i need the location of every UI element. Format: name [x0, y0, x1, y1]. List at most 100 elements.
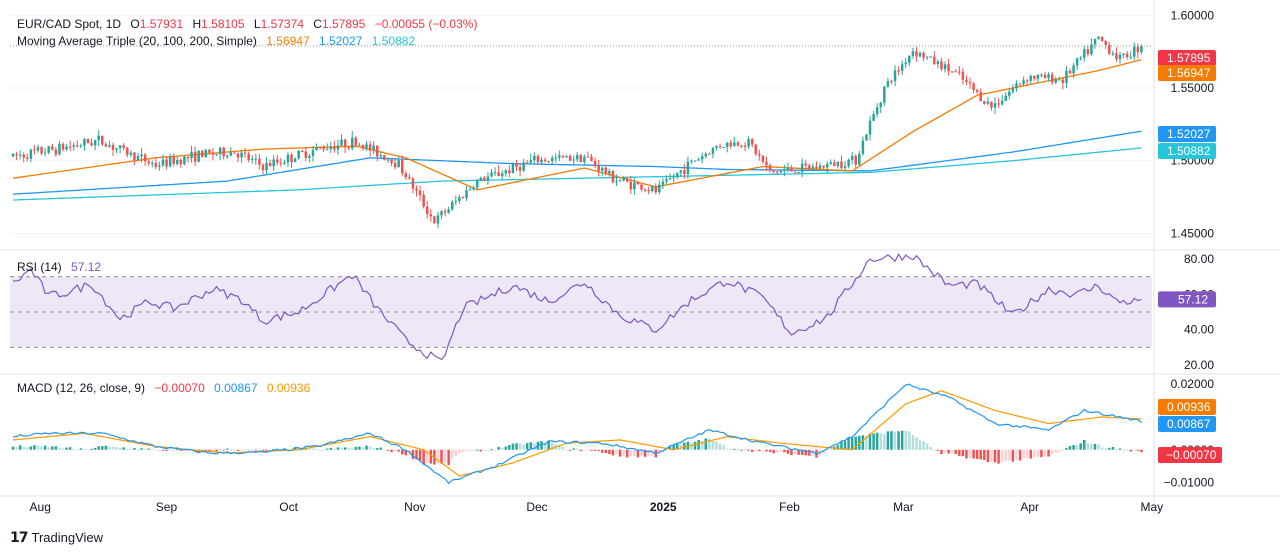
- candle-body: [286, 154, 290, 163]
- macd-hist-bar: [422, 449, 425, 465]
- macd-hist-bar: [226, 448, 229, 450]
- candle-body: [40, 147, 43, 154]
- macd-hist-bar: [11, 446, 15, 450]
- macd-hist-bar: [875, 432, 879, 450]
- macd-badge-line: [1158, 416, 1216, 432]
- macd-hist-bar: [443, 449, 447, 464]
- rsi-tick-label: 20.00: [1184, 358, 1214, 372]
- macd-hist-bar: [600, 449, 604, 453]
- close-value: 1.57895: [321, 17, 366, 31]
- time-axis-label: Apr: [1020, 500, 1039, 514]
- macd-hist-bar: [111, 446, 115, 450]
- candle-body: [375, 145, 379, 157]
- candle-body: [258, 158, 261, 165]
- candle-body: [354, 137, 358, 146]
- macd-hist-bar: [958, 449, 961, 456]
- candle-body: [975, 89, 979, 92]
- candle-body: [215, 154, 218, 156]
- candle-body: [379, 155, 383, 157]
- macd-hist-bar: [251, 449, 254, 451]
- macd-hist-bar: [961, 449, 965, 457]
- open-label: O: [130, 17, 140, 31]
- candle-body: [129, 152, 133, 155]
- candle-body: [1018, 83, 1022, 85]
- macd-hist-bar: [247, 449, 250, 451]
- macd-hist-bar: [943, 449, 947, 453]
- candle-body: [729, 142, 733, 147]
- candle-body: [575, 155, 579, 160]
- candle-body: [1111, 53, 1115, 55]
- macd-hist-bar: [625, 449, 629, 458]
- candle-body: [1036, 74, 1040, 79]
- candle-body: [504, 170, 508, 174]
- macd-hist-bar: [243, 449, 247, 451]
- macd-hist-bar: [908, 431, 911, 450]
- candle-body: [1097, 36, 1100, 40]
- candle-body: [461, 197, 465, 199]
- tradingview-footer[interactable]: 𝟭𝟳 TradingView: [10, 529, 103, 546]
- macd-hist-bar: [683, 442, 686, 450]
- macd-hist-bar: [129, 448, 133, 450]
- macd-hist-bar: [165, 449, 168, 451]
- macd-hist-bar: [79, 448, 83, 450]
- macd-hist-bar: [893, 431, 897, 450]
- candle-body: [858, 153, 861, 165]
- macd-hist-bar: [1000, 449, 1004, 463]
- candle-body: [1104, 41, 1107, 45]
- macd-hist-bar: [1133, 449, 1136, 451]
- candle-body: [101, 135, 104, 145]
- candle-body: [1004, 95, 1007, 101]
- macd-hist-bar: [411, 449, 415, 460]
- macd-hist-bar: [51, 446, 54, 450]
- macd-hist-bar: [550, 442, 554, 450]
- candle-body: [193, 151, 197, 162]
- candle-body: [929, 56, 932, 58]
- macd-hist-bar: [40, 446, 43, 450]
- candle-body: [197, 150, 200, 162]
- price-badge-label-ma100: 1.52027: [1167, 127, 1211, 141]
- tradingview-logo-icon: 𝟭𝟳: [10, 529, 29, 545]
- macd-hist-bar: [679, 444, 683, 450]
- macd-hist-bar: [208, 449, 211, 452]
- macd-hist-bar: [1104, 448, 1107, 450]
- candle-body: [836, 161, 840, 167]
- macd-hist-bar: [733, 448, 736, 450]
- macd-hist-bar: [429, 449, 433, 464]
- macd-tick-label: 0.02000: [1171, 377, 1215, 391]
- macd-hist-bar: [418, 449, 422, 462]
- macd-hist-bar: [33, 445, 36, 450]
- macd-hist-bar: [1068, 446, 1072, 450]
- candle-body: [925, 56, 929, 58]
- macd-hist-bar: [829, 448, 833, 450]
- candle-body: [908, 55, 911, 63]
- macd-hist-bar: [758, 449, 761, 452]
- candle-body: [65, 146, 68, 150]
- symbol-label: EUR/CAD Spot, 1D: [17, 17, 122, 31]
- candle-body: [954, 71, 957, 73]
- macd-hist-bar: [90, 448, 93, 450]
- macd-hist-bar: [936, 449, 940, 451]
- candle-body: [1065, 70, 1068, 84]
- macd-hist-bar: [479, 449, 483, 452]
- time-axis-label: May: [1141, 500, 1164, 514]
- macd-hist-bar: [375, 448, 379, 450]
- macd-hist-bar: [718, 443, 722, 450]
- candle-body: [875, 107, 879, 115]
- macd-hist-bar: [1118, 448, 1122, 450]
- time-axis: Aug Sep Oct Nov Dec 2025 Feb Mar Apr May: [30, 500, 1164, 514]
- candle-body: [190, 151, 193, 159]
- candle-body: [22, 154, 25, 158]
- rsi-tick-label: 80.00: [1184, 252, 1214, 266]
- candle-body: [800, 163, 804, 173]
- macd-hist-bar: [783, 449, 786, 453]
- candle-body: [622, 178, 625, 181]
- candle-body: [1050, 74, 1054, 83]
- macd-hist-bar: [918, 440, 922, 450]
- high-label: H: [192, 17, 202, 31]
- price-badge-label-ma20: 1.56947: [1167, 66, 1211, 80]
- macd-hist-bar: [140, 448, 143, 450]
- macd-hist-bar: [1072, 445, 1075, 450]
- macd-hist-bar: [890, 431, 893, 450]
- time-axis-label: Mar: [893, 500, 914, 514]
